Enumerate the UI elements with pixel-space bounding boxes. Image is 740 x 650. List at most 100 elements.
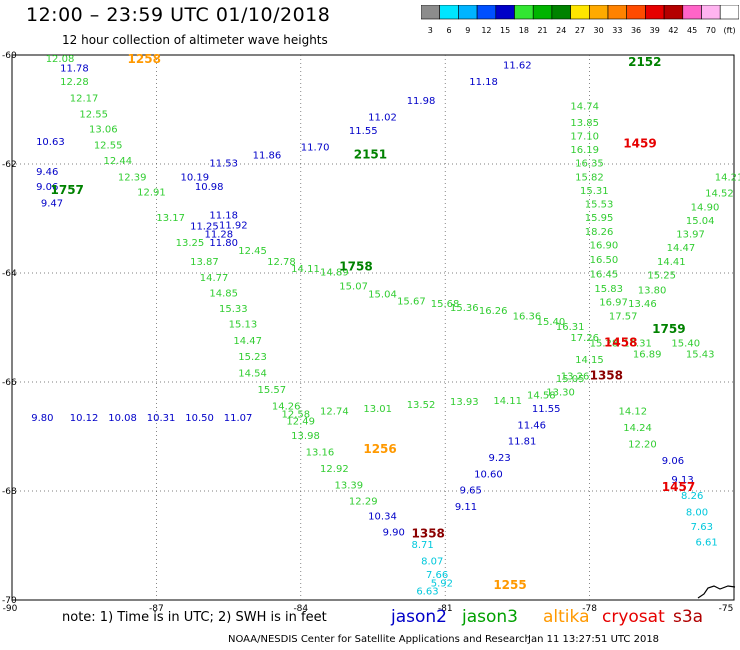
wave-height-reading: 8.26 [681,491,703,502]
wave-height-reading: 15.04 [368,290,397,301]
color-legend: 3 6 9 12 15 18 21 24 27 30 33 36 39 42 45 70 (ft) [421,5,739,35]
legend-swatch [719,5,739,20]
wave-height-reading: 15.83 [594,284,623,295]
wave-height-reading: 14.47 [233,336,262,347]
wave-height-reading: 16.36 [513,311,542,322]
wave-height-reading: 8.71 [412,540,434,551]
lon-tick-label: -78 [582,604,597,614]
wave-height-reading: 11.98 [407,96,436,107]
wave-height-reading: 10.63 [36,137,65,148]
legend-label: 70 [706,26,716,35]
wave-height-reading: 14.85 [209,288,238,299]
wave-height-reading: 15.57 [257,385,286,396]
legend-swatch [682,5,702,20]
legend-label: 21 [537,26,547,35]
footer-note: note: 1) Time is in UTC; 2) SWH is in fe… [62,610,327,625]
generation-timestamp: Jan 11 13:27:51 UTC 2018 [528,634,660,645]
legend-label: 33 [612,26,622,35]
wave-height-reading: 6.61 [695,538,717,549]
map-grid [11,54,735,601]
legend-label: (ft) [724,26,736,35]
wave-height-reading: 15.25 [647,270,676,281]
wave-height-reading: 14.12 [618,407,647,418]
wave-height-reading: 10.08 [108,413,137,424]
wave-height-reading: 10.12 [70,413,99,424]
wave-height-reading: 12.39 [118,172,147,183]
pass-time-label: 1258 [128,52,161,66]
wave-height-reading: 11.55 [349,126,378,137]
pass-time-label: 1457 [662,480,695,494]
wave-height-reading: 12.45 [238,246,267,257]
coastline-fragment [697,585,736,599]
pass-time-label: 1358 [590,368,623,382]
legend-swatch [570,5,590,20]
legend-label: 27 [575,26,585,35]
wave-height-reading: 11.53 [209,159,238,170]
wave-height-reading: 16.31 [556,322,585,333]
map-tick-labels: -90 -87 -84 -81 -78 -75 -60 -62 -64 -66 -68 -70 [2,51,733,614]
wave-height-reading: 13.97 [676,230,705,241]
legend-label: 30 [594,26,604,35]
wave-height-reading: 13.39 [334,480,363,491]
wave-height-reading: 15.53 [585,200,614,211]
lat-tick-label: -60 [2,51,17,61]
wave-height-reading: 15.82 [575,172,604,183]
wave-height-reading: 12.20 [628,439,657,450]
wave-height-reading: 14.58 [527,390,556,401]
wave-height-reading: 15.23 [238,352,267,363]
satellite-legend-jason3: jason3 [462,607,518,627]
lon-tick-label: -81 [438,604,453,614]
legend-swatch [514,5,534,20]
pass-time-label: 1358 [412,526,445,540]
wave-height-reading: 8.07 [421,557,443,568]
legend-swatch [645,5,665,20]
wave-height-reading: 9.80 [31,413,53,424]
legend-swatch [607,5,628,20]
wave-height-reading: 10.34 [368,511,397,522]
wave-height-reading: 16.97 [599,298,628,309]
wave-height-reading: 13.93 [450,397,479,408]
wave-height-reading: 12.55 [79,110,108,121]
wave-height-reading: 12.44 [103,156,132,167]
wave-height-reading: 12.49 [286,417,315,428]
wave-height-reading: 12.92 [320,464,349,475]
wave-height-reading: 11.92 [219,220,248,231]
wave-height-reading: 13.80 [638,286,667,297]
pass-time-label: 2151 [354,148,387,162]
wave-height-reading: 13.16 [306,448,335,459]
wave-height-reading: 13.25 [176,238,205,249]
wave-height-reading: 16.50 [590,255,619,266]
pass-time-label: 1758 [339,259,372,273]
wave-height-reading: 13.26 [561,371,590,382]
pass-time-labels: 1258 1757 1459 2152 2151 1758 1759 1458 1256 1358… [51,52,696,592]
legend-swatch [421,5,441,20]
wave-height-reading: 11.78 [60,63,89,74]
wave-height-reading: 13.01 [363,404,392,415]
wave-height-reading: 14.52 [705,189,734,200]
wave-height-reading: 10.19 [180,172,209,183]
wave-height-reading: 10.31 [147,413,176,424]
wave-height-reading: 13.06 [89,124,118,135]
wave-height-reading: 12.78 [267,257,296,268]
legend-label: 15 [500,26,510,35]
legend-label: 39 [650,26,660,35]
wave-height-reading: 14.26 [272,401,301,412]
wave-height-reading: 12.28 [60,77,89,88]
wave-height-reading: 12.91 [137,188,166,199]
wave-height-reading: 11.02 [368,112,397,123]
wave-height-reading: 13.98 [291,431,320,442]
wave-height-reading: 12.08 [46,54,75,65]
lat-tick-label: -68 [2,487,17,497]
wave-height-reading: 14.74 [570,102,599,113]
wave-height-reading: 11.86 [253,151,282,162]
wave-height-reading: 17.57 [609,311,638,322]
wave-height-reading: 14.90 [691,202,720,213]
wave-height-reading: 11.55 [532,404,561,415]
wave-height-reading: 11.07 [224,413,253,424]
wave-height-reading: 14.11 [493,396,522,407]
wave-height-reading: 15.13 [229,320,258,331]
wave-height-reading: 10.50 [185,413,214,424]
map-subtitle: 12 hour collection of altimeter wave hei… [62,33,328,47]
lon-tick-label: -87 [149,604,164,614]
satellite-legend-jason2: jason2 [391,607,447,627]
